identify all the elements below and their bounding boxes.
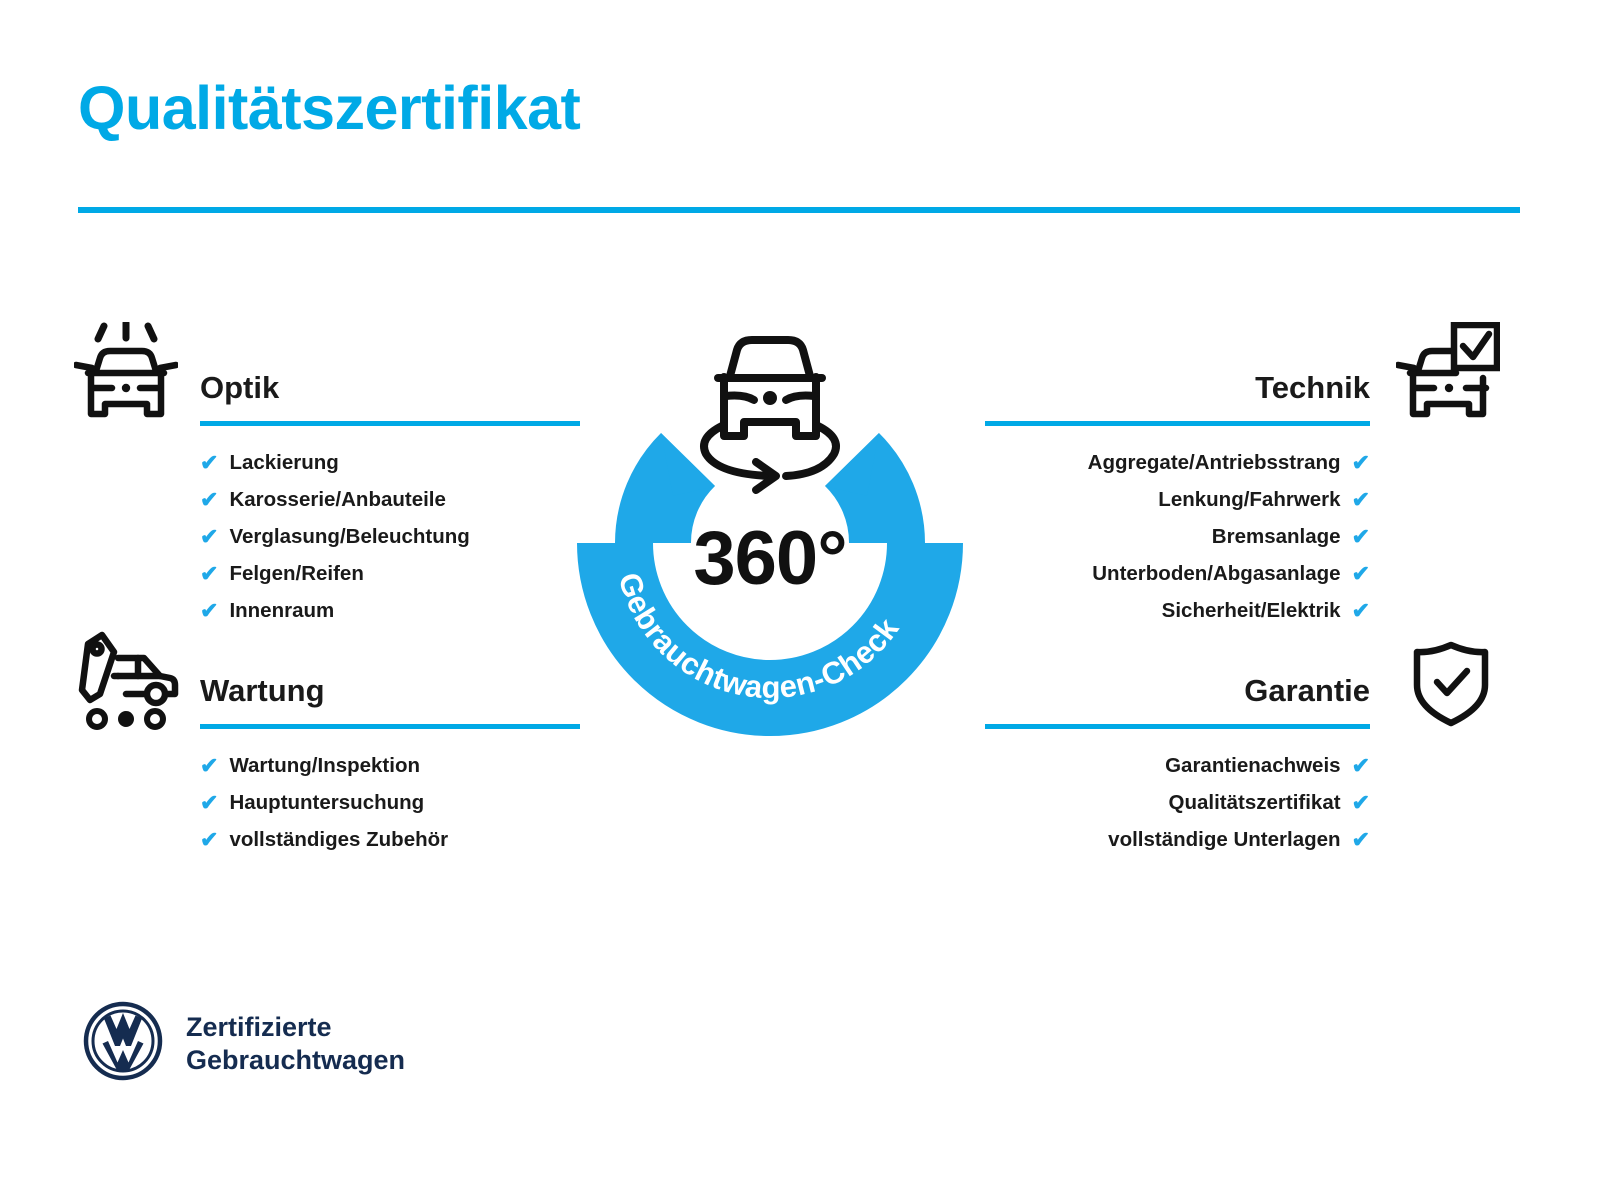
car-rotation-icon [700, 336, 840, 494]
check-icon: ✔ [200, 789, 219, 815]
list-item: Lenkung/Fahrwerk ✔ [985, 481, 1370, 518]
check-icon: ✔ [1351, 826, 1370, 852]
list-item: Qualitätszertifikat ✔ [985, 784, 1370, 821]
list-item-label: vollständige Unterlagen [1108, 828, 1341, 851]
check-icon: ✔ [1351, 752, 1370, 778]
list-item: ✔ Wartung/Inspektion [200, 747, 580, 784]
section-garantie-header: Garantie [985, 671, 1370, 729]
footer-brand: Zertifizierte Gebrauchtwagen [82, 1000, 405, 1087]
list-item: Garantienachweis ✔ [985, 747, 1370, 784]
section-wartung-title: Wartung [200, 673, 325, 708]
check-icon: ✔ [200, 560, 219, 586]
section-wartung: Wartung ✔ Wartung/Inspektion ✔ Hauptunters… [200, 671, 580, 858]
list-item-label: Unterboden/Abgasanlage [1092, 562, 1341, 585]
list-item-label: Lenkung/Fahrwerk [1158, 488, 1341, 511]
badge-center-label: 360° [693, 516, 846, 601]
section-optik: Optik ✔ Lackierung ✔ Karosserie/Anbauteile… [200, 368, 580, 629]
check-icon: ✔ [1351, 597, 1370, 623]
section-optik-header: Optik [200, 368, 580, 426]
check-icon: ✔ [200, 752, 219, 778]
section-garantie-divider [985, 724, 1370, 729]
title-divider [78, 207, 1520, 213]
section-wartung-divider [200, 724, 580, 729]
section-technik-header: Technik [985, 368, 1370, 426]
car-shine-icon [72, 319, 180, 425]
list-item: ✔ Hauptuntersuchung [200, 784, 580, 821]
car-checkbox-icon [1394, 321, 1501, 425]
footer-line-2: Gebrauchtwagen [186, 1044, 406, 1075]
check-icon: ✔ [1351, 523, 1370, 549]
section-garantie-title: Garantie [1244, 673, 1370, 708]
list-item-label: Garantienachweis [1165, 754, 1341, 777]
section-garantie: Garantie Garantienachweis ✔ Qualitätszert… [985, 671, 1370, 858]
list-item: ✔ vollständiges Zubehör [200, 821, 580, 858]
check-icon: ✔ [200, 523, 219, 549]
check-icon: ✔ [200, 597, 219, 623]
list-item-label: Wartung/Inspektion [229, 754, 421, 777]
volkswagen-logo [82, 1000, 164, 1087]
section-technik-title: Technik [1255, 370, 1370, 405]
section-wartung-header: Wartung [200, 671, 580, 729]
section-optik-list: ✔ Lackierung ✔ Karosserie/Anbauteile ✔ Verg… [200, 444, 580, 629]
list-item-label: Sicherheit/Elektrik [1161, 599, 1341, 622]
list-item: ✔ Verglasung/Beleuchtung [200, 518, 580, 555]
section-technik-list: Aggregate/Antriebsstrang ✔ Lenkung/Fahrwe… [985, 444, 1370, 629]
list-item: ✔ Karosserie/Anbauteile [200, 481, 580, 518]
car-service-tool-icon [74, 630, 182, 735]
list-item-label: Karosserie/Anbauteile [229, 488, 446, 511]
footer-brand-text: Zertifizierte Gebrauchtwagen [186, 1011, 405, 1077]
check-icon: ✔ [1351, 486, 1370, 512]
list-item: Sicherheit/Elektrik ✔ [985, 592, 1370, 629]
list-item: Aggregate/Antriebsstrang ✔ [985, 444, 1370, 481]
list-item: ✔ Innenraum [200, 592, 580, 629]
list-item-label: Aggregate/Antriebsstrang [1087, 451, 1341, 474]
list-item-label: Bremsanlage [1211, 525, 1341, 548]
list-item-label: Felgen/Reifen [229, 562, 364, 585]
list-item-label: Innenraum [229, 599, 335, 622]
check-icon: ✔ [200, 826, 219, 852]
list-item: vollständige Unterlagen ✔ [985, 821, 1370, 858]
list-item: ✔ Lackierung [200, 444, 580, 481]
list-item: ✔ Felgen/Reifen [200, 555, 580, 592]
shield-check-icon [1411, 641, 1491, 732]
list-item: Unterboden/Abgasanlage ✔ [985, 555, 1370, 592]
section-optik-divider [200, 421, 580, 426]
list-item-label: vollständiges Zubehör [229, 828, 449, 851]
list-item-label: Qualitätszertifikat [1168, 791, 1341, 814]
footer-line-1: Zertifizierte [186, 1011, 332, 1042]
badge-ring [577, 433, 963, 736]
check-icon: ✔ [1351, 449, 1370, 475]
section-technik-divider [985, 421, 1370, 426]
section-wartung-list: ✔ Wartung/Inspektion ✔ Hauptuntersuchung ✔… [200, 747, 580, 858]
check-icon: ✔ [1351, 789, 1370, 815]
list-item-label: Verglasung/Beleuchtung [229, 525, 470, 548]
check-icon: ✔ [1351, 560, 1370, 586]
check-icon: ✔ [200, 449, 219, 475]
list-item-label: Lackierung [229, 451, 339, 474]
section-optik-title: Optik [200, 370, 280, 405]
check-icon: ✔ [200, 486, 219, 512]
360-check-badge: Gebrauchtwagen-Check 360° [565, 300, 975, 760]
list-item-label: Hauptuntersuchung [229, 791, 425, 814]
page-title: Qualitätszertifikat [78, 74, 581, 142]
list-item: Bremsanlage ✔ [985, 518, 1370, 555]
section-technik: Technik Aggregate/Antriebsstrang ✔ Lenkun… [985, 368, 1370, 629]
section-garantie-list: Garantienachweis ✔ Qualitätszertifikat ✔ v… [985, 747, 1370, 858]
